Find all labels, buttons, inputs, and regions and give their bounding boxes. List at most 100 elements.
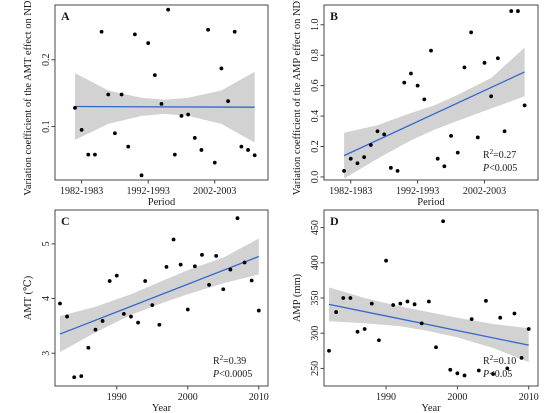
data-point xyxy=(86,152,91,157)
data-point xyxy=(484,298,488,303)
data-point xyxy=(99,29,104,34)
data-point xyxy=(448,367,453,372)
r-squared-label: R2=0.27 xyxy=(483,148,516,161)
data-point xyxy=(526,327,531,331)
data-point xyxy=(252,153,257,158)
data-point xyxy=(126,144,131,149)
data-point xyxy=(334,310,339,314)
regression-line xyxy=(74,105,255,108)
data-point xyxy=(441,219,446,224)
y-axis-title: Variation coefficient of the AMT effect … xyxy=(23,0,34,196)
data-point xyxy=(422,97,427,102)
data-point xyxy=(166,7,171,12)
data-point xyxy=(121,311,126,316)
data-point xyxy=(139,173,144,178)
data-point xyxy=(469,317,474,322)
data-point xyxy=(214,254,219,258)
data-point xyxy=(327,348,331,353)
data-point xyxy=(415,83,420,88)
data-point xyxy=(412,302,417,307)
p-value-label: P<0.0005 xyxy=(212,369,252,380)
data-point xyxy=(65,314,69,319)
data-point xyxy=(398,301,403,306)
data-point xyxy=(79,128,84,132)
data-point xyxy=(100,319,105,323)
data-point xyxy=(93,327,98,332)
data-point xyxy=(72,375,77,380)
data-point xyxy=(73,105,77,110)
r-squared-label: R2=0.39 xyxy=(213,354,246,367)
data-point xyxy=(235,216,240,221)
data-point xyxy=(199,148,204,152)
data-point xyxy=(455,150,460,155)
plot-frame xyxy=(323,4,539,181)
panel-d: D 1990 2000 2010 250 300 350 400 450 Year AMP (mm)… xyxy=(292,209,539,413)
data-point xyxy=(391,303,396,307)
data-point xyxy=(491,372,495,376)
data-point xyxy=(113,131,117,136)
data-point xyxy=(86,345,91,350)
panel-a: A 1982-1983 1992-1993 2002-2003 0.1 0.2 Period… xyxy=(23,0,269,208)
p-value-label: P<0.005 xyxy=(482,163,517,174)
data-point xyxy=(375,129,380,134)
p-value-label: P<0.05 xyxy=(482,369,512,380)
panel-label: D xyxy=(330,214,339,228)
y-axis-title: AMP (mm) xyxy=(292,273,303,322)
data-point xyxy=(206,27,210,32)
data-point xyxy=(419,321,424,326)
y-tick-label: 4 xyxy=(41,296,52,301)
x-tick-label: 1990 xyxy=(376,392,396,403)
data-point xyxy=(143,279,148,283)
data-point xyxy=(186,112,191,117)
x-tick-label: 1982-1983 xyxy=(60,186,103,197)
data-point xyxy=(502,129,507,134)
data-point xyxy=(519,355,524,360)
data-point xyxy=(239,144,244,149)
data-point xyxy=(119,92,124,97)
data-point xyxy=(498,315,503,320)
data-point xyxy=(129,314,133,319)
y-tick-label: 0.4 xyxy=(310,110,321,123)
x-tick-label: 2010 xyxy=(249,392,269,403)
data-point xyxy=(369,301,374,306)
data-point xyxy=(171,237,176,242)
data-point xyxy=(342,168,346,173)
data-point xyxy=(482,60,487,65)
x-axis-title: Year xyxy=(421,403,441,413)
data-point xyxy=(429,48,433,53)
y-tick-label: 0.6 xyxy=(310,79,321,92)
data-point xyxy=(228,267,233,272)
data-point xyxy=(152,73,157,78)
x-axis-title: Year xyxy=(152,403,172,413)
plot-frame xyxy=(54,209,269,387)
data-point xyxy=(522,103,527,108)
data-point xyxy=(368,143,373,147)
data-point xyxy=(114,273,119,278)
data-point xyxy=(505,366,510,371)
y-tick-label: 400 xyxy=(310,255,321,270)
data-point xyxy=(384,258,388,263)
data-point xyxy=(426,299,431,304)
data-point xyxy=(136,320,140,325)
panel-label: B xyxy=(330,9,338,23)
data-point xyxy=(409,71,413,76)
data-point xyxy=(512,311,517,316)
panel-label: C xyxy=(61,214,70,228)
data-point xyxy=(93,152,97,157)
plot-frame xyxy=(54,4,269,181)
data-point xyxy=(355,329,360,334)
panel-b: B 1982-1983 1992-1993 2002-2003 0.0 0.2 0.4 0.6… xyxy=(292,0,539,208)
y-tick-label: 450 xyxy=(310,220,321,235)
data-point xyxy=(382,132,387,137)
regression-line xyxy=(59,255,260,335)
r-squared-label: R2=0.10 xyxy=(483,354,516,367)
data-point xyxy=(348,156,353,161)
data-point xyxy=(242,260,247,265)
data-point xyxy=(362,327,367,331)
data-point xyxy=(455,371,460,376)
confidence-band xyxy=(344,47,525,179)
data-point xyxy=(355,161,360,166)
data-point xyxy=(489,94,494,99)
y-axis-title: AMT (℃) xyxy=(23,275,34,320)
